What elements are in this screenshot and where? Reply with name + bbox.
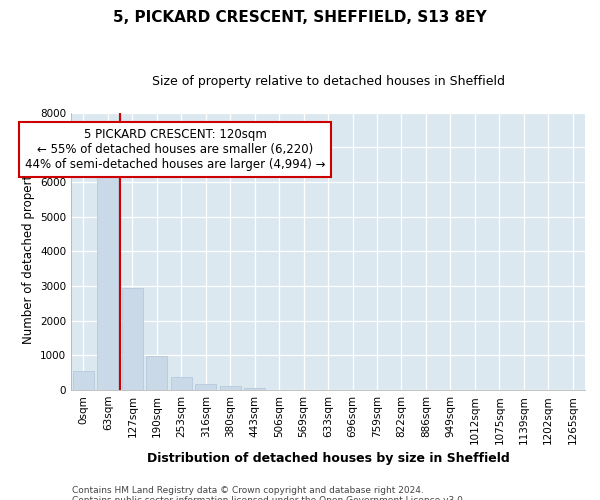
Text: Contains HM Land Registry data © Crown copyright and database right 2024.: Contains HM Land Registry data © Crown c… xyxy=(72,486,424,495)
X-axis label: Distribution of detached houses by size in Sheffield: Distribution of detached houses by size … xyxy=(146,452,509,465)
Bar xyxy=(171,376,191,390)
Title: Size of property relative to detached houses in Sheffield: Size of property relative to detached ho… xyxy=(152,75,505,88)
Bar xyxy=(220,386,241,390)
Text: 5, PICKARD CRESCENT, SHEFFIELD, S13 8EY: 5, PICKARD CRESCENT, SHEFFIELD, S13 8EY xyxy=(113,10,487,25)
Bar xyxy=(244,388,265,390)
Bar xyxy=(97,168,118,390)
Text: Contains public sector information licensed under the Open Government Licence v3: Contains public sector information licen… xyxy=(72,496,466,500)
Bar xyxy=(122,288,143,390)
Bar xyxy=(146,356,167,390)
Y-axis label: Number of detached properties: Number of detached properties xyxy=(22,158,35,344)
Bar xyxy=(196,384,216,390)
Bar xyxy=(73,370,94,390)
Text: 5 PICKARD CRESCENT: 120sqm
← 55% of detached houses are smaller (6,220)
44% of s: 5 PICKARD CRESCENT: 120sqm ← 55% of deta… xyxy=(25,128,325,172)
